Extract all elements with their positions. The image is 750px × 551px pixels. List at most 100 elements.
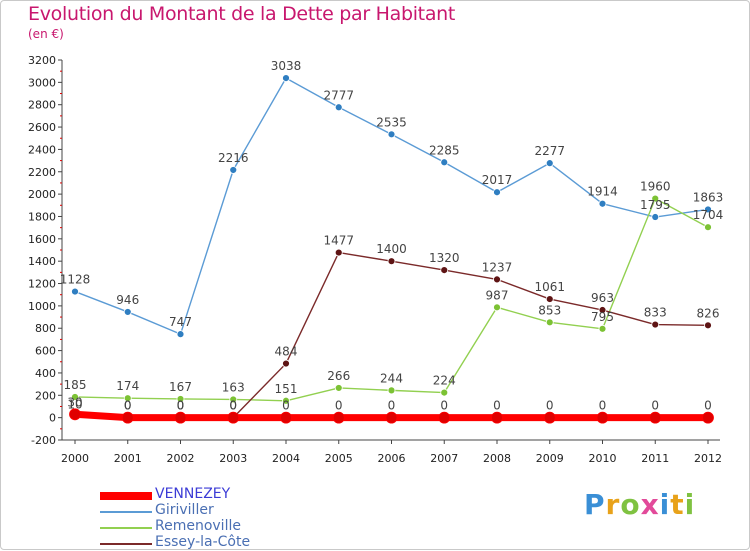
data-point [71, 393, 79, 401]
data-point [332, 411, 345, 424]
brand-letter: r [605, 488, 621, 521]
data-point [282, 74, 290, 83]
data-label: 0 [177, 399, 185, 413]
data-label: 163 [222, 380, 245, 394]
data-label: 185 [64, 378, 87, 392]
data-point [598, 306, 607, 314]
data-point [704, 223, 712, 232]
data-label: 1128 [60, 273, 91, 287]
data-point [282, 359, 290, 368]
data-label: 1320 [429, 251, 460, 265]
data-label: 484 [275, 345, 298, 359]
data-label: 266 [327, 369, 350, 383]
data-label: 0 [335, 399, 343, 413]
x-tick-label: 2000 [61, 452, 89, 465]
data-label: 1863 [693, 190, 724, 204]
y-tick-label: 2000 [28, 188, 56, 201]
data-label: 987 [486, 288, 509, 302]
data-label: 853 [538, 303, 561, 317]
x-tick-label: 2001 [114, 452, 142, 465]
data-label: 167 [169, 380, 192, 394]
data-point [174, 411, 187, 424]
data-point [176, 395, 185, 403]
data-point [491, 411, 503, 424]
data-label: 1477 [323, 234, 354, 248]
x-tick-label: 2012 [694, 452, 722, 465]
data-point [493, 303, 501, 312]
y-tick-label: 2400 [28, 143, 56, 156]
legend-label: Remenoville [155, 518, 241, 534]
data-label: 2777 [323, 88, 354, 102]
data-point [704, 205, 712, 214]
legend-swatch [100, 492, 152, 500]
y-tick-label: 1800 [28, 210, 56, 223]
series-essey-la-c-te [71, 248, 712, 422]
y-tick-label: 1000 [28, 300, 56, 313]
chart-title: Evolution du Montant de la Dette par Hab… [28, 3, 456, 25]
data-point [651, 213, 660, 221]
data-label: 174 [116, 379, 139, 393]
data-point [123, 394, 132, 403]
data-point [69, 408, 81, 421]
data-label: 0 [704, 399, 712, 413]
x-tick-label: 2010 [589, 452, 617, 465]
data-label: 2277 [534, 144, 565, 158]
data-point [440, 388, 449, 397]
data-label: 1061 [534, 280, 565, 294]
data-point [440, 266, 449, 275]
data-label: 10 [67, 398, 82, 412]
data-label: 0 [493, 399, 501, 413]
x-tick-label: 2011 [641, 452, 669, 465]
y-tick-label: 1600 [28, 233, 56, 246]
data-point [651, 320, 660, 329]
data-label: 0 [440, 399, 448, 413]
data-point [649, 411, 662, 424]
data-point [545, 318, 554, 327]
data-point [545, 295, 554, 303]
data-point [71, 287, 79, 296]
data-label: 946 [116, 293, 139, 307]
data-label: 2285 [429, 143, 460, 157]
data-point [385, 411, 398, 424]
legend-label: VENNEZEY [155, 486, 231, 502]
y-tick-label: 1400 [28, 255, 56, 268]
brand-letter: o [620, 488, 641, 521]
data-point [280, 411, 292, 424]
x-tick-label: 2003 [219, 452, 247, 465]
data-point [123, 308, 132, 316]
data-point [493, 275, 501, 284]
data-label: 0 [388, 399, 396, 413]
data-label: 2216 [218, 151, 249, 165]
data-point [598, 324, 607, 333]
y-tick-label: 800 [35, 322, 56, 335]
data-label: 0 [229, 399, 237, 413]
y-tick-label: 2800 [28, 99, 56, 112]
data-label: 0 [599, 399, 607, 413]
data-point [121, 411, 134, 424]
data-point [176, 330, 185, 339]
data-label: 0 [282, 399, 290, 413]
y-tick-label: 3000 [28, 76, 56, 89]
brand-logo: Proxiti [584, 488, 695, 521]
legend-swatch [100, 543, 152, 545]
y-tick-label: 2600 [28, 121, 56, 134]
data-label: 30 [67, 395, 82, 409]
data-point [282, 396, 290, 405]
data-point [598, 199, 607, 208]
data-point [651, 194, 660, 203]
y-tick-label: 400 [35, 367, 56, 380]
x-tick-label: 2005 [325, 452, 353, 465]
legend-swatch [100, 527, 152, 529]
data-label: 826 [697, 306, 720, 320]
chart-subtitle: (en €) [28, 27, 64, 41]
data-point [702, 411, 714, 424]
y-tick-label: 2200 [28, 166, 56, 179]
data-label: 0 [124, 399, 132, 413]
y-tick-label: 3200 [28, 54, 56, 67]
data-point [545, 159, 554, 168]
x-tick-label: 2008 [483, 452, 511, 465]
x-tick-label: 2002 [167, 452, 195, 465]
series-giriviller [71, 74, 712, 339]
